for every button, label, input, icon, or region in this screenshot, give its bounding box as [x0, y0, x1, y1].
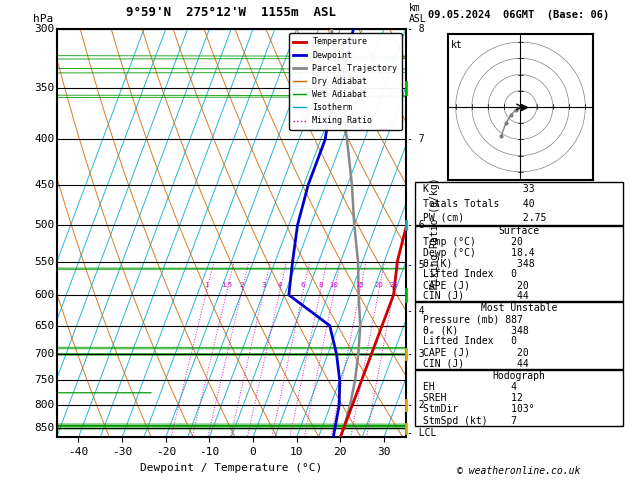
- Text: 300: 300: [35, 24, 55, 34]
- Text: 25: 25: [389, 282, 398, 289]
- Text: Mixing Ratio (g/kg): Mixing Ratio (g/kg): [430, 177, 440, 289]
- Text: StmDir         103°: StmDir 103°: [423, 404, 535, 415]
- Text: K                33: K 33: [423, 184, 535, 194]
- Text: 550: 550: [35, 257, 55, 266]
- Text: Pressure (mb) 887: Pressure (mb) 887: [423, 314, 523, 324]
- Text: Temp (°C)      20: Temp (°C) 20: [423, 237, 523, 247]
- Text: km
ASL: km ASL: [409, 3, 426, 24]
- Text: Dewp (°C)      18.4: Dewp (°C) 18.4: [423, 248, 535, 258]
- Text: Lifted Index   0: Lifted Index 0: [423, 269, 518, 279]
- Text: CIN (J)         44: CIN (J) 44: [423, 291, 529, 301]
- Text: SREH           12: SREH 12: [423, 393, 523, 403]
- Text: 1: 1: [204, 282, 209, 289]
- Text: 9°59'N  275°12'W  1155m  ASL: 9°59'N 275°12'W 1155m ASL: [126, 6, 336, 19]
- Text: hPa: hPa: [33, 14, 53, 24]
- Text: 500: 500: [35, 220, 55, 230]
- Text: 09.05.2024  06GMT  (Base: 06): 09.05.2024 06GMT (Base: 06): [428, 10, 610, 20]
- Text: EH             4: EH 4: [423, 382, 518, 392]
- Text: - 7: - 7: [408, 135, 425, 144]
- Text: 8: 8: [318, 282, 323, 289]
- Text: - 2: - 2: [408, 400, 425, 410]
- Text: 1.5: 1.5: [221, 282, 232, 289]
- Text: θₑ(K)           348: θₑ(K) 348: [423, 259, 535, 269]
- Text: - 6: - 6: [408, 220, 425, 230]
- Text: 700: 700: [35, 349, 55, 359]
- Text: Surface: Surface: [498, 226, 540, 236]
- Text: StmSpd (kt)    7: StmSpd (kt) 7: [423, 416, 518, 426]
- Text: CAPE (J)        20: CAPE (J) 20: [423, 280, 529, 290]
- Text: - 3: - 3: [408, 349, 425, 359]
- Text: 2: 2: [240, 282, 244, 289]
- Text: 15: 15: [355, 282, 364, 289]
- X-axis label: Dewpoint / Temperature (°C): Dewpoint / Temperature (°C): [140, 463, 322, 473]
- Text: © weatheronline.co.uk: © weatheronline.co.uk: [457, 466, 581, 476]
- Text: Lifted Index   0: Lifted Index 0: [423, 336, 518, 347]
- Text: 450: 450: [35, 180, 55, 190]
- Text: 6: 6: [301, 282, 306, 289]
- Text: 4: 4: [277, 282, 282, 289]
- Text: 350: 350: [35, 83, 55, 93]
- Text: 600: 600: [35, 290, 55, 300]
- Text: 3: 3: [262, 282, 266, 289]
- Legend: Temperature, Dewpoint, Parcel Trajectory, Dry Adiabat, Wet Adiabat, Isotherm, Mi: Temperature, Dewpoint, Parcel Trajectory…: [289, 34, 401, 130]
- Text: Hodograph: Hodograph: [493, 371, 545, 381]
- Text: 20: 20: [374, 282, 383, 289]
- Text: θₑ (K)         348: θₑ (K) 348: [423, 325, 529, 335]
- Text: 10: 10: [330, 282, 338, 289]
- Text: 400: 400: [35, 135, 55, 144]
- Text: Most Unstable: Most Unstable: [481, 303, 557, 313]
- Text: - 4: - 4: [408, 306, 425, 315]
- Text: - LCL: - LCL: [408, 428, 437, 438]
- Text: PW (cm)          2.75: PW (cm) 2.75: [423, 213, 547, 223]
- Text: kt: kt: [450, 40, 462, 50]
- Text: CAPE (J)        20: CAPE (J) 20: [423, 347, 529, 358]
- Text: 800: 800: [35, 400, 55, 410]
- Text: 850: 850: [35, 423, 55, 434]
- Text: - 5: - 5: [408, 260, 425, 270]
- Text: 650: 650: [35, 321, 55, 330]
- Text: CIN (J)         44: CIN (J) 44: [423, 359, 529, 369]
- Text: Totals Totals    40: Totals Totals 40: [423, 199, 535, 208]
- Text: 750: 750: [35, 376, 55, 385]
- Text: - 8: - 8: [408, 24, 425, 34]
